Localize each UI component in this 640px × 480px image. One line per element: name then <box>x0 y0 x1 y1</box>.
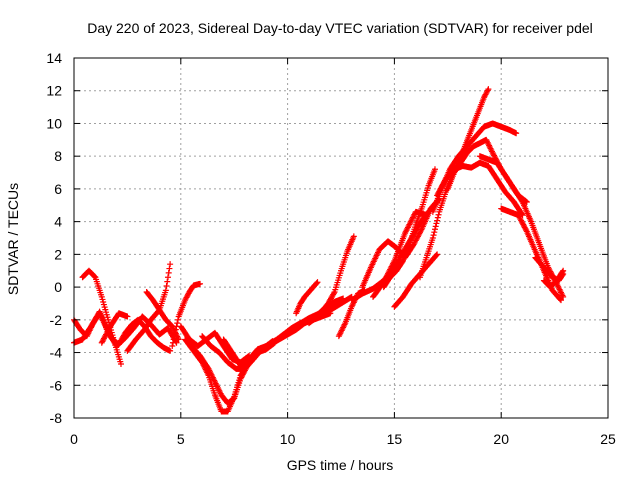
data-point <box>433 252 440 259</box>
y-tick-label: 4 <box>54 214 62 230</box>
x-tick-label: 20 <box>493 431 509 447</box>
series-pass-3 <box>79 267 124 367</box>
data-point <box>434 214 441 221</box>
series-pass-13 <box>263 293 355 349</box>
data-point <box>330 290 337 297</box>
y-tick-label: 12 <box>46 83 62 99</box>
data-point <box>197 280 204 287</box>
data-point <box>432 223 439 230</box>
data-point <box>313 280 320 286</box>
series-pass-7 <box>169 280 204 349</box>
data-point <box>435 211 442 218</box>
data-point <box>162 287 169 294</box>
data-point <box>485 86 492 93</box>
data-point <box>430 232 437 239</box>
series-pass-14 <box>293 279 321 317</box>
data-point <box>557 296 564 303</box>
data-point <box>558 297 565 304</box>
x-tick-label: 10 <box>280 431 296 447</box>
series-pass-4 <box>98 310 131 346</box>
x-tick-label: 0 <box>70 431 78 447</box>
data-point <box>163 283 170 289</box>
data-point <box>431 229 438 236</box>
data-point <box>559 268 566 275</box>
data-point <box>167 347 174 354</box>
x-axis-label: GPS time / hours <box>287 457 394 473</box>
x-tick-label: 15 <box>387 431 403 447</box>
data-point <box>124 313 131 320</box>
data-point <box>431 166 438 173</box>
series-pass-15 <box>305 233 357 327</box>
y-tick-label: 2 <box>54 246 62 262</box>
data-point <box>314 279 321 286</box>
y-axis-label: SDTVAR / TECUs <box>5 183 21 295</box>
grid-layer <box>74 58 608 418</box>
data-point <box>172 329 179 336</box>
data-point <box>169 343 176 349</box>
data-point <box>433 220 440 227</box>
data-point <box>174 320 181 327</box>
data-point <box>174 316 181 323</box>
plot-frame <box>73 57 609 419</box>
data-point <box>171 333 178 340</box>
y-tick-label: -2 <box>50 312 63 328</box>
y-tick-label: 6 <box>54 181 62 197</box>
data-point <box>172 326 179 333</box>
y-tick-label: -8 <box>50 410 63 426</box>
series-pass-23 <box>429 120 520 215</box>
data-point <box>164 274 171 281</box>
x-tick-label: 5 <box>177 431 185 447</box>
data-point <box>117 361 124 367</box>
data-point <box>423 212 430 219</box>
data-point <box>484 87 491 94</box>
y-tick-label: 0 <box>54 279 62 295</box>
data-point <box>431 226 438 233</box>
y-tick-label: 14 <box>46 50 62 66</box>
data-point <box>350 233 357 240</box>
data-point <box>164 278 171 285</box>
tick-layer: 0 5 10 15 20 25 -8 -6 -4 -2 0 2 4 6 8 10 12 14 <box>46 50 616 447</box>
y-tick-label: 8 <box>54 148 62 164</box>
y-tick-label: -6 <box>50 377 63 393</box>
chart-title: Day 220 of 2023, Sidereal Day-to-day VTE… <box>87 20 593 36</box>
data-point <box>429 235 436 241</box>
data-point <box>560 267 567 274</box>
data-point <box>513 130 520 137</box>
y-tick-label: -4 <box>50 345 63 361</box>
data-point <box>167 261 174 268</box>
data-point <box>165 269 172 276</box>
x-tick-label: 25 <box>600 431 616 447</box>
y-tick-label: 10 <box>46 115 62 131</box>
data-layer <box>71 86 567 415</box>
data-point <box>169 339 176 346</box>
series-pass-20 <box>380 166 438 291</box>
data-point <box>434 251 441 258</box>
series-pass-29 <box>540 267 567 291</box>
data-point <box>434 217 441 224</box>
series-pass-26 <box>476 153 567 300</box>
data-point <box>170 336 177 343</box>
data-point <box>166 265 173 272</box>
